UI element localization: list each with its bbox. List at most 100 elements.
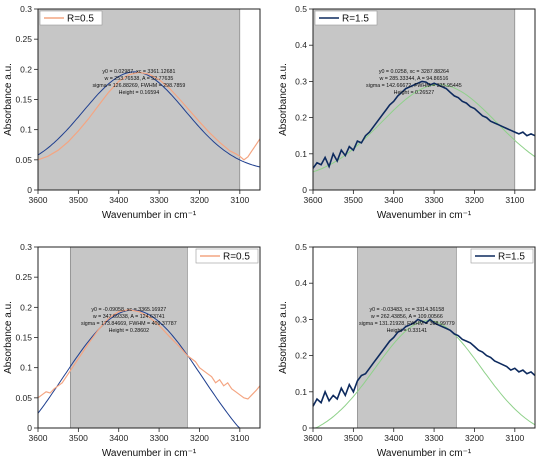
legend-box — [470, 248, 534, 264]
x-axis-title: Wavenumber in cm⁻¹ — [102, 448, 197, 459]
legend-label: R=0.5 — [67, 14, 94, 25]
x-tick-label: 3100 — [505, 433, 524, 443]
y-tick-label: 0.2 — [295, 351, 307, 361]
fit-region-shade — [312, 8, 516, 191]
x-tick-label: 3100 — [230, 195, 249, 205]
y-tick-label: 0.15 — [15, 95, 32, 105]
series-line-r-1-5 — [312, 80, 536, 169]
gaussian-fit-line — [37, 309, 260, 429]
y-tick-label: 0.4 — [295, 278, 307, 288]
chart-top-right: 3600 3500 3400 3300 3200 3100 0 0.1 0.2 0.3 0.4 0.5… — [278, 4, 536, 221]
legend: R=1.5 — [314, 10, 378, 26]
fit-region-shade — [69, 246, 188, 429]
fit-annotation-line: y0 = 0.02987, xc = 3361.12681 — [102, 69, 175, 75]
x-tick-label: 3400 — [384, 195, 403, 205]
x-tick-label: 3100 — [505, 195, 524, 205]
gaussian-fit-line — [313, 320, 536, 429]
legend-box — [314, 10, 378, 26]
fit-annotation-line: w = 253.76538, A = 52.77635 — [104, 76, 173, 82]
y-tick-label: 0.05 — [15, 393, 32, 403]
y-tick-label: 0 — [302, 185, 307, 195]
series-line-r-1-5 — [312, 318, 536, 407]
y-tick-label: 0 — [27, 185, 32, 195]
fit-region-shade — [357, 246, 457, 429]
fit-annotation-line: y0 = -0.03483, xc = 3314.36158 — [369, 307, 444, 313]
x-tick-label: 3300 — [150, 433, 169, 443]
fit-region-shade — [37, 8, 241, 191]
fit-annotation-line: w = 347.69338, A = 124.63741 — [93, 314, 165, 320]
chart-panel-top-left: 3600 3500 3400 3300 3200 3100 0 0.05 0.1 0.15 0.2 0… — [0, 0, 275, 237]
chart-bottom-left: 3600 3500 3400 3300 3200 3100 0 0.05 0.1 0.15 0.2 0… — [3, 242, 261, 459]
x-tick-label: 3500 — [344, 433, 363, 443]
y-tick-label: 0.15 — [15, 333, 32, 343]
y-tick-label: 0 — [27, 423, 32, 433]
legend-label: R=1.5 — [498, 252, 525, 263]
chart-bottom-right: 3600 3500 3400 3300 3200 3100 0 0.1 0.2 0.3 0.4 0.5… — [278, 242, 536, 459]
y-tick-label: 0.2 — [20, 64, 32, 74]
fit-annotation-line: sigma = 126.88269, FWHM = 298.7859 — [93, 83, 186, 89]
fit-annotation-line: Height = 0.33141 — [387, 328, 428, 334]
y-tick-label: 0 — [302, 423, 307, 433]
y-axis-title: Absorbance a.u. — [278, 63, 289, 136]
fit-annotation-line: Height = 0.16594 — [119, 90, 160, 96]
y-tick-label: 0.1 — [20, 125, 32, 135]
y-tick-label: 0.3 — [295, 314, 307, 324]
fit-annotation-line: y0 = 0.0258, xc = 3287.88264 — [379, 69, 449, 75]
y-tick-label: 0.3 — [295, 76, 307, 86]
y-tick-label: 0.05 — [15, 155, 32, 165]
fit-annotation-line: w = 262.43856, A = 109.00566 — [371, 314, 443, 320]
y-tick-label: 0.1 — [295, 149, 307, 159]
chart-panel-bottom-left: 3600 3500 3400 3300 3200 3100 0 0.05 0.1 0.15 0.2 0… — [0, 238, 275, 475]
legend-label: R=0.5 — [223, 252, 250, 263]
series-line-r-0-5 — [37, 71, 261, 161]
x-tick-label: 3400 — [384, 433, 403, 443]
fit-annotation-line: y0 = -0.09058, xc = 3365.16927 — [91, 307, 166, 313]
fit-annotation-line: sigma = 131.21928, FWHM = 308.99779 — [359, 321, 455, 327]
x-tick-label: 3400 — [109, 195, 128, 205]
x-tick-label: 3400 — [109, 433, 128, 443]
y-tick-label: 0.25 — [15, 272, 32, 282]
y-tick-label: 0.3 — [20, 242, 32, 252]
gaussian-fit-line — [37, 71, 261, 168]
plot-frame — [312, 246, 536, 429]
fit-annotation-line: sigma = 173.84669, FWHM = 409.37787 — [81, 321, 177, 327]
x-tick-label: 3500 — [69, 433, 88, 443]
y-tick-label: 0.1 — [20, 363, 32, 373]
x-tick-label: 3300 — [425, 433, 444, 443]
x-tick-label: 3200 — [190, 195, 209, 205]
y-tick-label: 0.5 — [295, 242, 307, 252]
chart-panel-bottom-right: 3600 3500 3400 3300 3200 3100 0 0.1 0.2 0.3 0.4 0.5… — [275, 238, 550, 475]
x-tick-label: 3600 — [304, 195, 323, 205]
y-axis-title: Absorbance a.u. — [278, 301, 289, 374]
chart-top-left: 3600 3500 3400 3300 3200 3100 0 0.05 0.1 0.15 0.2 0… — [3, 4, 261, 221]
x-axis-title: Wavenumber in cm⁻¹ — [377, 448, 472, 459]
fit-annotation-line: Height = 0.28602 — [109, 328, 150, 334]
chart-panel-top-right: 3600 3500 3400 3300 3200 3100 0 0.1 0.2 0.3 0.4 0.5… — [275, 0, 550, 237]
y-tick-label: 0.2 — [295, 113, 307, 123]
x-tick-label: 3600 — [304, 433, 323, 443]
legend: R=0.5 — [195, 248, 259, 264]
y-tick-label: 0.1 — [295, 387, 307, 397]
y-axis-title: Absorbance a.u. — [3, 63, 14, 136]
x-axis-title: Wavenumber in cm⁻¹ — [102, 210, 197, 221]
x-tick-label: 3200 — [465, 195, 484, 205]
legend-box — [195, 248, 259, 264]
y-tick-label: 0.5 — [295, 4, 307, 14]
y-tick-label: 0.3 — [20, 4, 32, 14]
plot-frame — [312, 8, 536, 191]
x-tick-label: 3600 — [29, 195, 48, 205]
legend-box — [39, 10, 103, 26]
x-tick-label: 3500 — [69, 195, 88, 205]
legend: R=0.5 — [39, 10, 103, 26]
y-tick-label: 0.4 — [295, 40, 307, 50]
y-tick-label: 0.2 — [20, 302, 32, 312]
x-tick-label: 3500 — [344, 195, 363, 205]
series-line-r-0-5 — [37, 309, 261, 400]
fit-annotation-line: w = 285.33344, A = 94.86516 — [379, 76, 448, 82]
x-tick-label: 3100 — [230, 433, 249, 443]
